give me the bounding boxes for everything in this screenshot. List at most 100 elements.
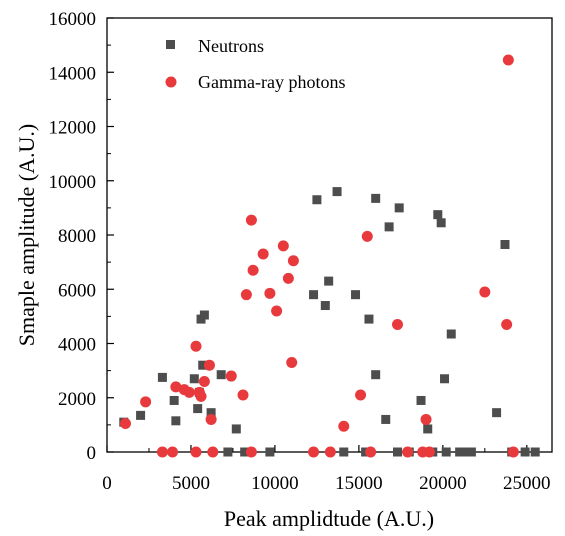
gamma-point (402, 446, 414, 458)
y-tick-label: 12000 (49, 118, 97, 139)
neutron-point (455, 447, 465, 457)
neutron-point (312, 195, 322, 205)
gamma-point (365, 446, 377, 458)
gamma-point (198, 375, 210, 387)
gamma-point (119, 418, 131, 430)
neutron-point (309, 290, 319, 300)
gamma-point (361, 230, 373, 242)
neutron-point (193, 404, 203, 414)
y-tick-label: 0 (87, 443, 97, 464)
gamma-point (190, 340, 202, 352)
gamma-point (140, 396, 152, 408)
neutron-point (466, 447, 476, 457)
x-tick-label: 15000 (335, 473, 383, 494)
neutron-point (440, 374, 450, 384)
gamma-point (205, 413, 217, 425)
neutron-point (157, 372, 167, 382)
legend: Neutrons Gamma-ray photons (165, 36, 345, 92)
legend-neutrons-label: Neutrons (198, 36, 264, 56)
gamma-point (308, 446, 320, 458)
y-tick-label: 10000 (49, 172, 97, 193)
y-tick-label: 4000 (58, 335, 96, 356)
neutron-point (384, 222, 394, 232)
gamma-point (170, 381, 182, 393)
neutron-point (339, 447, 349, 457)
gamma-point (420, 413, 432, 425)
neutron-point (364, 314, 374, 324)
neutron-point (446, 329, 456, 339)
x-tick-label: 25000 (503, 473, 551, 494)
gamma-point (190, 446, 202, 458)
x-tick-label: 20000 (419, 473, 467, 494)
neutron-point (198, 360, 208, 370)
gamma-point (195, 390, 207, 402)
neutron-point (530, 447, 540, 457)
gamma-point (355, 389, 367, 401)
gamma-point (277, 240, 289, 252)
neutron-point (371, 370, 381, 380)
neutron-point (492, 408, 502, 418)
gamma-point (257, 248, 269, 260)
neutron-point (240, 447, 250, 457)
gamma-point (247, 264, 259, 276)
y-tick-label: 2000 (58, 389, 96, 410)
gamma-point (203, 359, 215, 371)
gamma-point (479, 286, 491, 298)
gamma-point (207, 446, 219, 458)
gamma-point (338, 420, 350, 432)
neutron-point (216, 370, 226, 380)
neutron-point (441, 447, 451, 457)
gamma-point (324, 446, 336, 458)
neutron-point (231, 424, 241, 434)
gamma-point (237, 389, 249, 401)
neutron-point (324, 276, 334, 286)
y-tick-label: 8000 (58, 226, 96, 247)
gamma-point (392, 319, 404, 331)
neutron-point (189, 374, 199, 384)
gamma-point (502, 54, 514, 66)
gamma-point (423, 446, 435, 458)
gamma-point (264, 287, 276, 299)
y-axis-ticks: 0 2000 4000 6000 8000 10000 12000 14000 16000 (49, 9, 114, 464)
neutron-point (199, 310, 209, 320)
legend-gamma-marker (165, 76, 177, 88)
neutron-point (500, 239, 510, 249)
neutron-point (433, 210, 443, 220)
gamma-point (271, 305, 283, 317)
neutron-point (416, 395, 426, 405)
x-axis-label: Peak amplidtude (A.U.) (224, 506, 434, 531)
gamma-point (166, 446, 178, 458)
neutron-point (423, 424, 433, 434)
x-tick-label: 10000 (251, 473, 299, 494)
neutron-point (169, 395, 179, 405)
gamma-point (245, 214, 257, 226)
gamma-point (286, 356, 298, 368)
x-tick-label: 5000 (172, 473, 210, 494)
neutron-point (206, 408, 216, 418)
neutron-point (351, 290, 361, 300)
gamma-point (507, 446, 519, 458)
gamma-point (245, 446, 257, 458)
neutron-point (371, 193, 381, 203)
neutron-point (520, 447, 530, 457)
neutron-point (381, 414, 391, 424)
legend-neutrons-marker (166, 40, 175, 49)
neutron-point (265, 447, 275, 457)
x-tick-label: 0 (102, 473, 112, 494)
legend-gamma-label: Gamma-ray photons (198, 72, 345, 92)
x-axis-ticks: 0 5000 10000 15000 20000 25000 (102, 445, 551, 494)
gamma-point (501, 319, 513, 331)
gamma-point (183, 386, 195, 398)
neutron-point (136, 410, 146, 420)
y-tick-label: 6000 (58, 280, 96, 301)
neutron-point (394, 203, 404, 213)
y-tick-label: 16000 (49, 9, 97, 30)
gamma-point (225, 370, 237, 382)
neutron-point (436, 218, 446, 228)
gamma-point (287, 255, 299, 267)
gamma-point (240, 289, 252, 301)
neutron-point (460, 447, 470, 457)
neutron-point (171, 416, 181, 426)
neutron-point (332, 187, 342, 197)
